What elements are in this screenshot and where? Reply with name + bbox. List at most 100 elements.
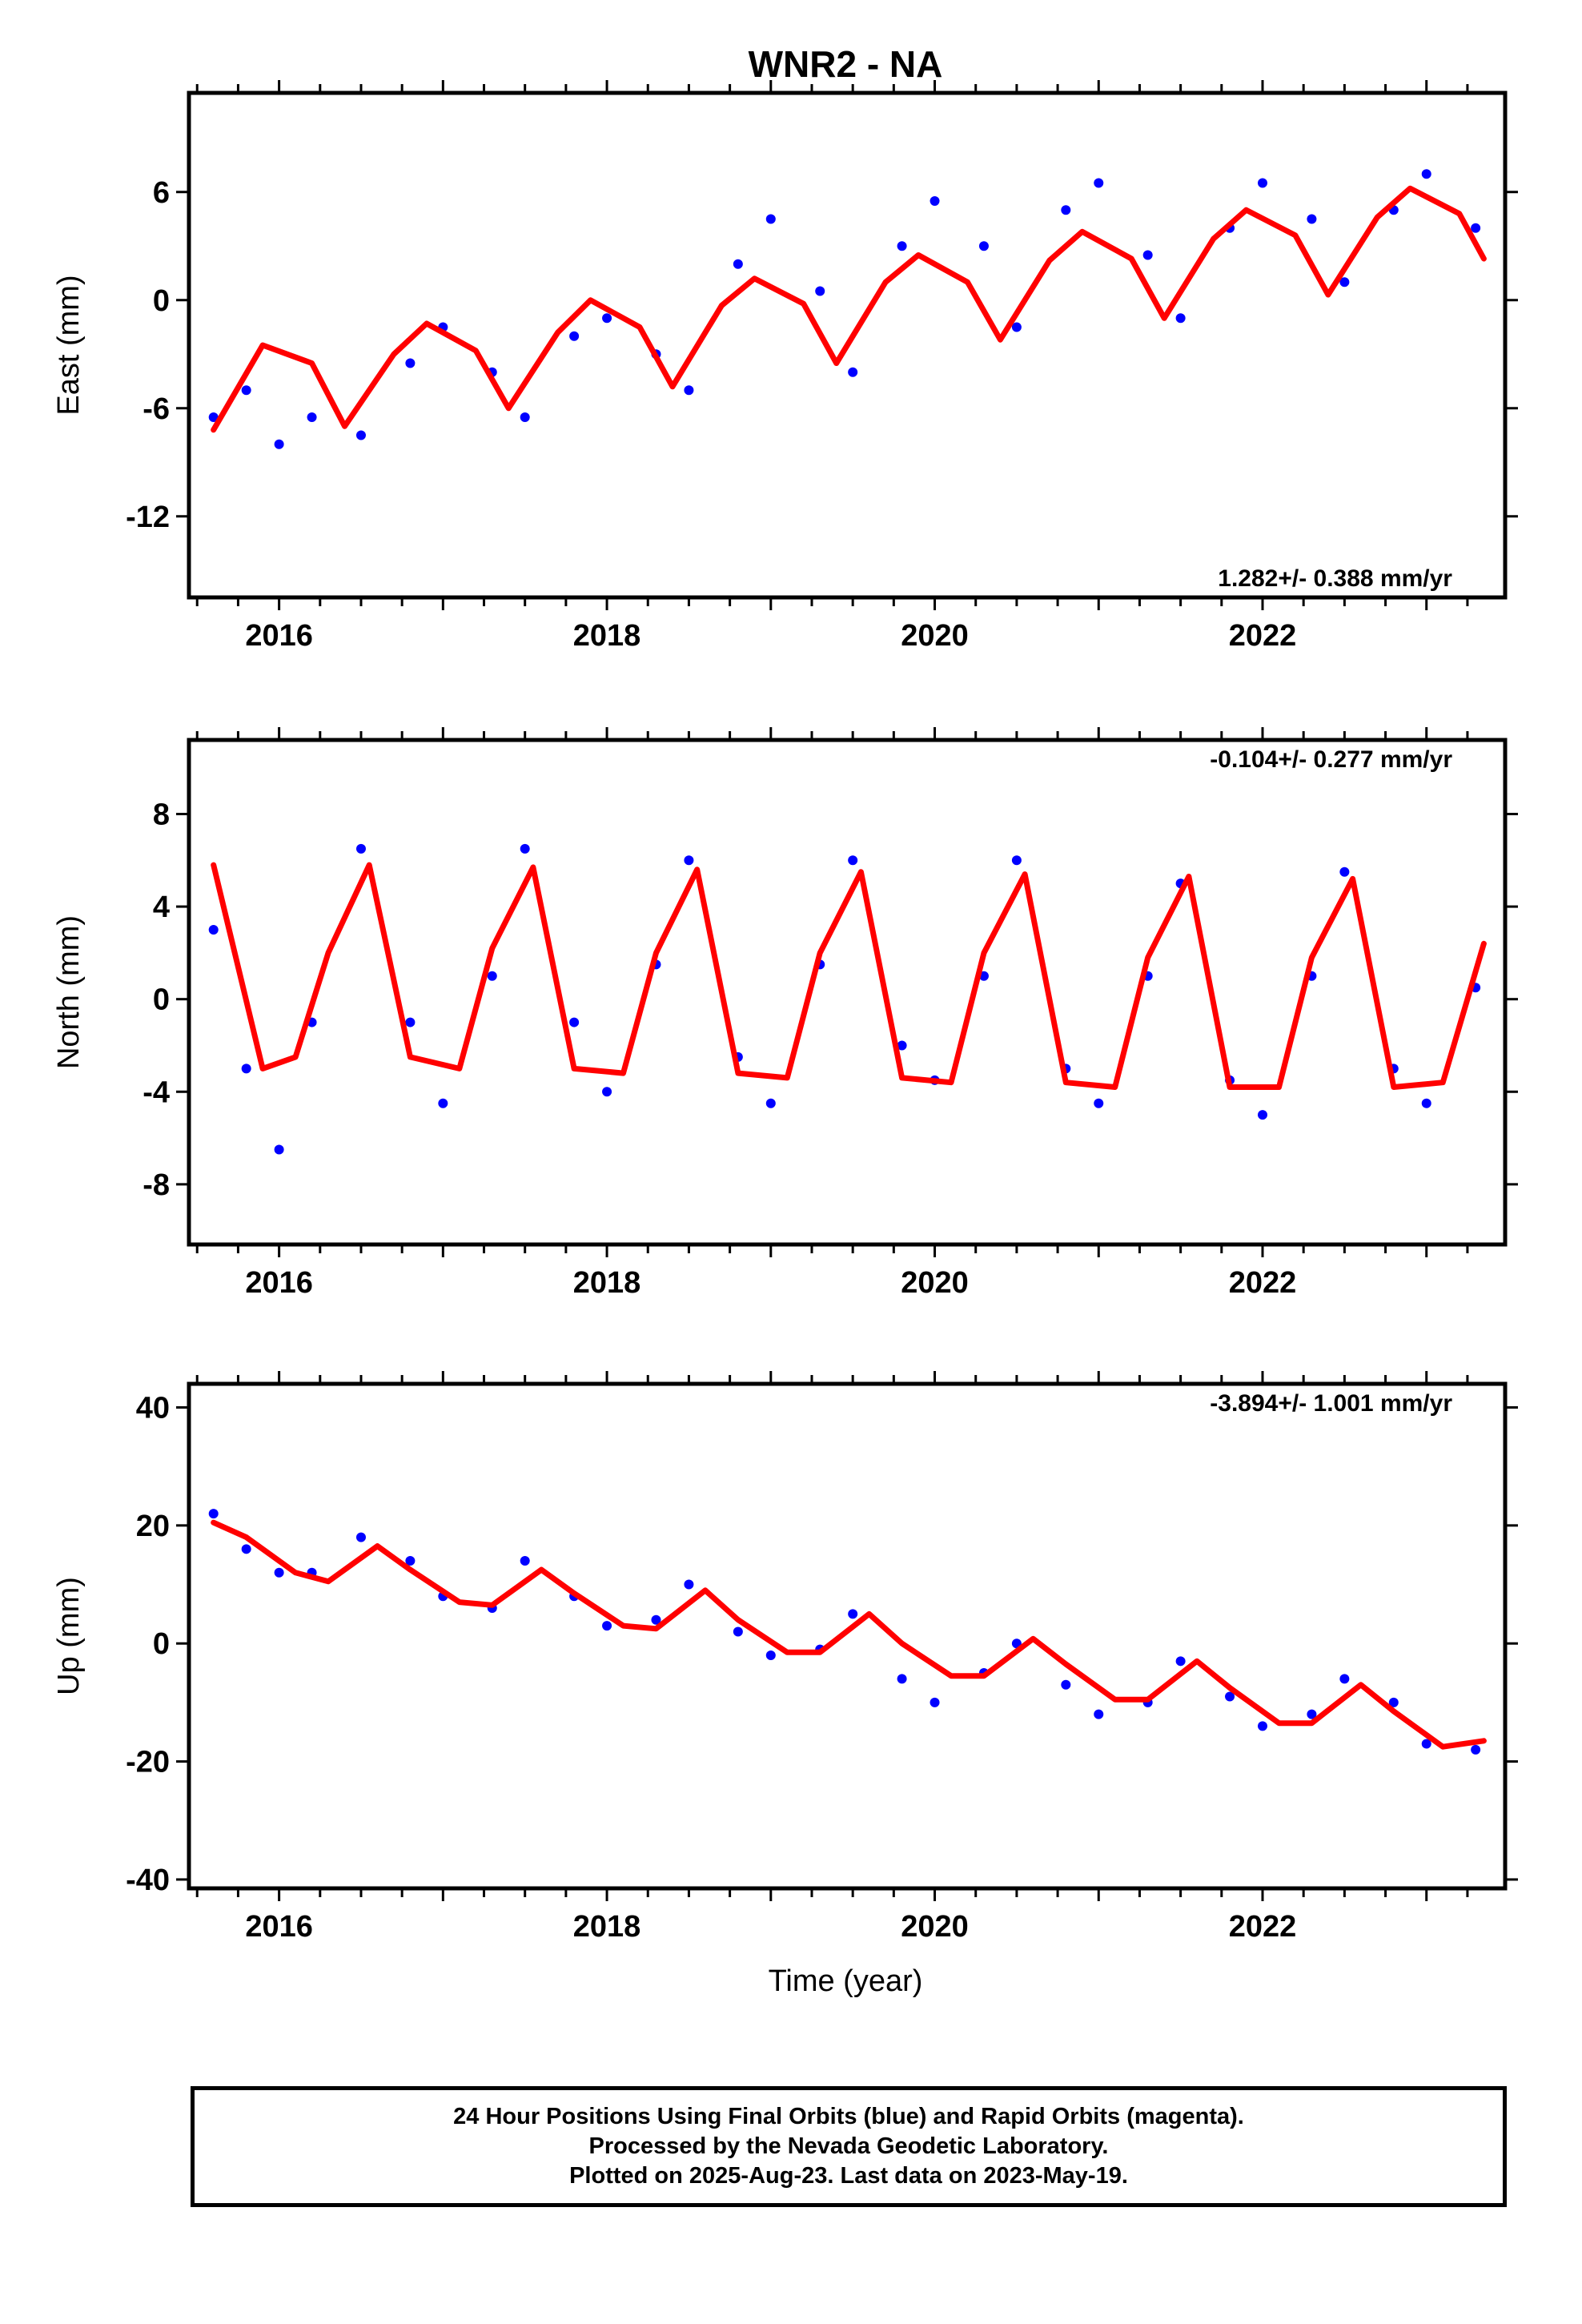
- x-tick-label: 2020: [901, 1266, 969, 1300]
- north-data-point: [355, 843, 366, 854]
- north-data-point: [520, 843, 530, 854]
- y-tick-label: -12: [126, 501, 170, 534]
- north-points: [208, 843, 1481, 1155]
- north-fit-line: [211, 862, 1487, 1090]
- north-data-point: [487, 971, 497, 981]
- x-tick-label: 2020: [901, 1910, 969, 1944]
- y-tick-label: 0: [153, 1627, 170, 1661]
- east-data-point: [355, 430, 366, 440]
- east-data-point: [405, 358, 416, 368]
- east-data-point: [569, 331, 580, 341]
- east-data-point: [1094, 178, 1104, 188]
- east-data-point: [520, 412, 530, 422]
- east-data-point: [1307, 214, 1317, 224]
- north-data-point: [1421, 1098, 1431, 1108]
- east-points: [208, 169, 1481, 449]
- north-data-point: [684, 855, 694, 866]
- north-data-point: [1339, 866, 1350, 877]
- x-tick-label: 2018: [573, 1910, 641, 1944]
- east-data-point: [1421, 169, 1431, 179]
- north-data-point: [1094, 1098, 1104, 1108]
- up-data-point: [520, 1556, 530, 1566]
- up-fit-line: [211, 1519, 1487, 1750]
- north-axis-label: North (mm): [52, 915, 86, 1069]
- up-axis-label: Up (mm): [52, 1577, 86, 1695]
- east-data-point: [1142, 250, 1153, 260]
- east-fit-line: [211, 185, 1487, 433]
- north-data-point: [1011, 855, 1022, 866]
- x-tick-label: 2022: [1229, 1266, 1297, 1300]
- east-data-point: [274, 439, 284, 449]
- up-data-point: [684, 1579, 694, 1590]
- up-data-point: [1388, 1697, 1399, 1707]
- east-data-point: [1061, 205, 1071, 215]
- y-tick-label: 0: [153, 284, 170, 318]
- up-data-point: [930, 1697, 940, 1707]
- east-data-point: [307, 412, 317, 422]
- east-data-point: [1011, 322, 1022, 332]
- up-data-point: [651, 1614, 661, 1625]
- east-data-point: [765, 214, 776, 224]
- north-data-point: [602, 1087, 612, 1097]
- east-data-point: [602, 313, 612, 324]
- footer-line-plotted: Plotted on 2025-Aug-23. Last data on 202…: [569, 2163, 1128, 2189]
- up-data-point: [274, 1567, 284, 1578]
- x-tick-label: 2022: [1229, 1910, 1297, 1944]
- x-tick-label: 2020: [901, 619, 969, 653]
- north-data-point: [241, 1063, 251, 1074]
- up-data-point: [1094, 1709, 1104, 1719]
- up-data-point: [602, 1621, 612, 1631]
- north-data-point: [569, 1017, 580, 1027]
- north-data-point: [208, 924, 219, 935]
- y-tick-label: -20: [126, 1746, 170, 1779]
- y-tick-label: -4: [143, 1076, 170, 1109]
- north-data-point: [848, 855, 858, 866]
- north-velocity-label: -0.104+/- 0.277 mm/yr: [1210, 746, 1452, 773]
- north-plot-frame: [187, 738, 1508, 1247]
- y-tick-label: -40: [126, 1864, 170, 1897]
- up-data-point: [208, 1509, 219, 1519]
- y-tick-label: -8: [143, 1168, 170, 1202]
- east-data-point: [1257, 178, 1267, 188]
- y-tick-label: 20: [136, 1510, 170, 1543]
- chart-title: WNR2 - NA: [749, 43, 943, 85]
- east-data-point: [241, 385, 251, 396]
- east-data-point: [815, 286, 825, 296]
- north-data-point: [765, 1098, 776, 1108]
- up-data-point: [1257, 1721, 1267, 1731]
- east-data-point: [733, 259, 743, 269]
- x-tick-label: 2022: [1229, 619, 1297, 653]
- footer-info-box: 24 Hour Positions Using Final Orbits (bl…: [191, 2086, 1507, 2207]
- y-tick-label: 6: [153, 176, 170, 210]
- up-data-point: [733, 1626, 743, 1637]
- east-data-point: [684, 385, 694, 396]
- east-plot-frame: [187, 90, 1508, 600]
- up-data-point: [1471, 1744, 1481, 1755]
- east-data-point: [848, 367, 858, 377]
- up-data-point: [1339, 1674, 1350, 1684]
- up-data-point: [897, 1674, 907, 1684]
- north-data-point: [274, 1144, 284, 1155]
- footer-line-processed: Processed by the Nevada Geodetic Laborat…: [588, 2133, 1109, 2159]
- up-data-point: [1307, 1709, 1317, 1719]
- east-data-point: [897, 241, 907, 251]
- north-panel: 2016 2018 2020 2022 -8 -4 0 4 8 North (mm) -0.104+…: [52, 727, 1518, 1300]
- east-data-point: [978, 241, 989, 251]
- y-tick-label: 4: [153, 891, 170, 924]
- east-data-point: [1471, 223, 1481, 233]
- y-tick-label: 0: [153, 983, 170, 1017]
- up-data-point: [241, 1544, 251, 1554]
- x-tick-label: 2018: [573, 619, 641, 653]
- east-axis-label: East (mm): [52, 275, 86, 415]
- east-velocity-label: 1.282+/- 0.388 mm/yr: [1218, 565, 1452, 592]
- up-data-point: [765, 1650, 776, 1660]
- east-data-point: [1175, 313, 1186, 324]
- x-tick-label: 2018: [573, 1266, 641, 1300]
- east-data-point: [930, 196, 940, 206]
- up-data-point: [355, 1532, 366, 1542]
- x-tick-label: 2016: [245, 619, 313, 653]
- x-axis-label: Time (year): [769, 1964, 923, 1998]
- x-tick-label: 2016: [245, 1266, 313, 1300]
- east-data-point: [208, 412, 219, 422]
